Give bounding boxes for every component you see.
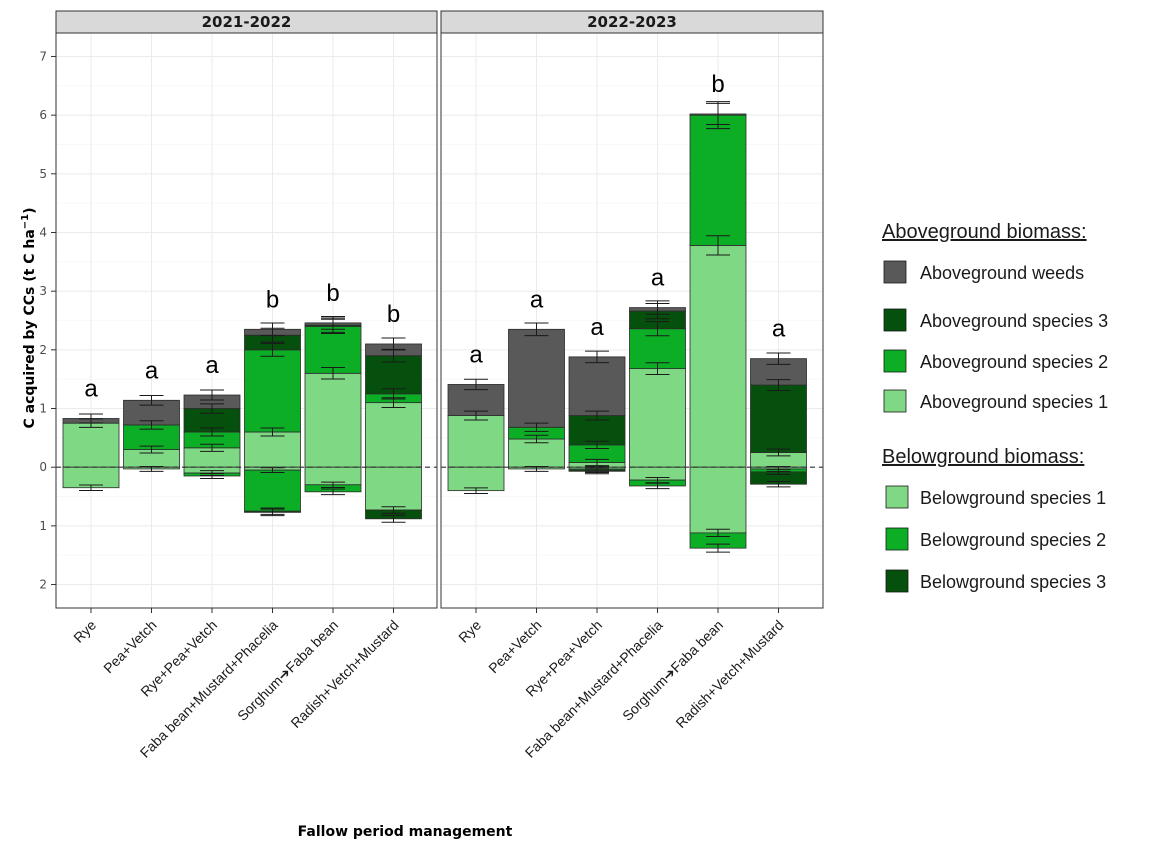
legend-swatch-aboveground-species-1 [883,389,907,413]
significance-letter: b [387,301,400,328]
axis-layer: C acquired by CCs (t C ha−1) Fallow peri… [20,49,513,840]
y-axis-title: C acquired by CCs (t C ha−1) [20,207,38,428]
x-tick-label: Sorghum➔Faba bean [619,617,726,724]
y-tick-label: 4 [39,225,47,239]
bar-segment-above-species1 [508,438,565,468]
legend-label-aboveground-species-1: Aboveground species 1 [920,392,1108,412]
y-tick-label: 0 [39,460,47,474]
bar-segment-below-species1 [689,466,747,534]
legend-swatch-belowground-species-1 [885,485,909,509]
x-tick-label: Radish+Vetch+Mustard [672,617,786,731]
y-tick-label: 6 [39,108,47,122]
y-tick-label: 5 [39,167,47,181]
significance-letter: a [651,265,665,292]
bar-rye-pea-vetch: a [183,352,241,480]
x-tick-label: Pea+Vetch [100,617,159,676]
panel-border [440,32,824,609]
bar-segment-above-weeds [508,328,565,428]
facet-strip-label: 2021-2022 [202,13,292,31]
legend-swatch-belowground-species-3 [885,569,909,593]
significance-letter: b [711,71,724,98]
x-axis-title: Fallow period management [298,824,513,840]
bar-faba-bean-mustard-phacelia: b [244,286,301,517]
legend-label-aboveground-weeds: Aboveground weeds [920,263,1084,283]
bar-sorghum-faba-bean: b [304,280,362,496]
legend-title-belowground: Belowground biomass: [882,446,1084,468]
y-tick-label: 2 [39,343,47,357]
bar-segment-below-species1 [447,466,505,492]
bar-segment-above-species1 [689,244,747,468]
bar-segment-above-species3 [750,384,807,453]
facet-strip-label: 2022-2023 [587,13,677,31]
legend-label-belowground-species-3: Belowground species 3 [920,572,1106,592]
legend-swatch-aboveground-species-2 [883,349,907,373]
bar-sorghum-faba-bean: b [689,71,747,553]
bar-segment-above-species1 [629,368,686,468]
bar-segment-below-species2 [244,469,301,512]
panel-2021-2022: 2021-2022aRyeaPea+VetchaRye+Pea+VetchbFa… [55,10,438,761]
legend-swatch-aboveground-species-3 [883,308,907,332]
significance-letter: a [469,341,483,368]
bar-radish-vetch-mustard: b [365,301,422,523]
bar-faba-bean-mustard-phacelia: a [629,265,686,490]
bar-radish-vetch-mustard: a [750,316,807,488]
bar-rye: a [62,375,120,491]
bar-rye-pea-vetch: a [568,314,626,475]
significance-letter: b [326,280,339,307]
x-tick-label: Radish+Vetch+Mustard [287,617,401,731]
legend-label-aboveground-species-3: Aboveground species 3 [920,311,1108,331]
y-tick-label: 1 [39,402,47,416]
significance-letter: a [145,357,159,384]
y-tick-label: 7 [39,49,47,63]
x-tick-label: Pea+Vetch [485,617,544,676]
legend-swatch-aboveground-weeds [883,260,907,284]
significance-letter: a [530,286,544,313]
legend-label-belowground-species-2: Belowground species 2 [920,530,1106,550]
x-tick-label: Sorghum➔Faba bean [234,617,341,724]
bar-segment-above-weeds [568,356,626,416]
bar-segment-above-species1 [365,402,422,468]
legend: Aboveground biomass: Belowground biomass… [882,221,1108,593]
bar-pea-vetch: a [508,286,565,472]
bar-segment-above-species2 [244,349,301,433]
significance-letter: a [84,375,98,402]
bar-pea-vetch: a [123,357,180,472]
bar-segment-above-species1 [447,415,505,468]
significance-letter: a [590,314,604,341]
x-tick-label: Rye [70,617,99,646]
bar-segment-above-species1 [304,372,362,468]
panel-2022-2023: 2022-2023aRyeaPea+VetchaRye+Pea+VetchaFa… [440,10,824,761]
y-tick-label: 1 [39,519,47,533]
bar-segment-above-species2 [304,325,362,374]
legend-label-aboveground-species-2: Aboveground species 2 [920,352,1108,372]
x-tick-label: Rye [455,617,484,646]
bar-segment-above-species1 [244,431,301,468]
legend-label-belowground-species-1: Belowground species 1 [920,488,1106,508]
legend-title-aboveground: Aboveground biomass: [882,221,1087,243]
y-tick-label: 3 [39,284,47,298]
bar-segment-above-species1 [62,422,120,468]
y-tick-label: 2 [39,578,47,592]
legend-swatch-belowground-species-2 [885,527,909,551]
significance-letter: a [205,352,219,379]
bar-segment-above-species2 [689,114,747,246]
bar-rye: a [447,341,505,494]
significance-letter: b [266,286,279,313]
panel-border [55,32,438,609]
panels-layer: 2021-2022aRyeaPea+VetchaRye+Pea+VetchbFa… [55,10,824,761]
bar-segment-below-species1 [365,466,422,511]
significance-letter: a [772,316,786,343]
